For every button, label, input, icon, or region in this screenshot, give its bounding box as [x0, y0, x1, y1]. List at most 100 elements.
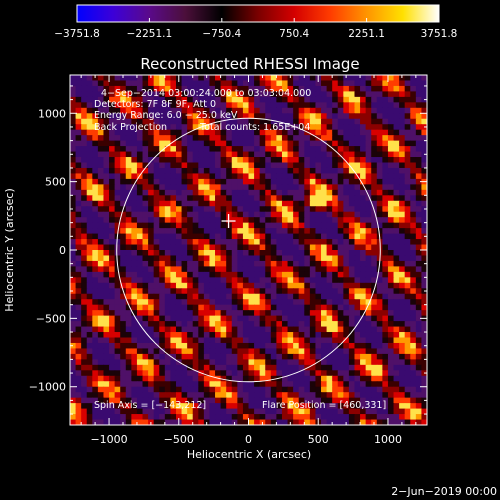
intensity-cell	[142, 146, 149, 153]
intensity-cell	[404, 392, 411, 399]
intensity-cell	[86, 310, 93, 317]
intensity-cell	[120, 375, 127, 382]
intensity-cell	[265, 75, 272, 82]
intensity-cell	[276, 266, 283, 273]
intensity-cell	[348, 118, 356, 125]
intensity-cell	[421, 310, 427, 317]
intensity-cell	[304, 233, 311, 240]
intensity-cell	[415, 184, 423, 191]
intensity-cell	[192, 75, 199, 82]
intensity-cell	[276, 288, 283, 295]
intensity-cell	[376, 184, 383, 191]
intensity-cell	[248, 310, 255, 317]
intensity-cell	[125, 200, 132, 207]
intensity-cell	[354, 277, 361, 284]
intensity-cell	[343, 239, 350, 246]
intensity-cell	[343, 386, 350, 393]
intensity-cell	[97, 113, 105, 120]
intensity-cell	[153, 266, 160, 273]
intensity-cell	[142, 348, 149, 355]
intensity-cell	[70, 146, 77, 153]
intensity-cell	[365, 162, 372, 169]
intensity-cell	[371, 299, 378, 306]
intensity-cell	[125, 364, 132, 371]
intensity-cell	[153, 222, 160, 229]
intensity-cell	[125, 173, 132, 180]
intensity-cell	[175, 255, 183, 262]
intensity-cell	[265, 91, 272, 98]
intensity-cell	[326, 370, 333, 377]
intensity-cell	[270, 75, 277, 82]
intensity-cell	[81, 113, 88, 120]
intensity-cell	[415, 211, 423, 218]
intensity-cell	[164, 408, 172, 415]
intensity-cell	[181, 211, 188, 218]
intensity-cell	[382, 75, 389, 82]
intensity-cell	[103, 277, 110, 284]
intensity-cell	[187, 348, 194, 355]
intensity-cell	[181, 178, 188, 185]
intensity-cell	[131, 239, 138, 246]
intensity-cell	[387, 178, 395, 185]
intensity-cell	[136, 326, 144, 333]
intensity-cell	[226, 359, 233, 366]
intensity-cell	[148, 107, 155, 114]
intensity-cell	[109, 299, 116, 306]
intensity-cell	[81, 381, 88, 388]
intensity-cell	[415, 151, 423, 158]
intensity-cell	[114, 255, 121, 262]
intensity-cell	[142, 359, 149, 366]
intensity-cell	[242, 293, 250, 300]
intensity-cell	[75, 195, 82, 202]
intensity-cell	[281, 359, 289, 366]
intensity-cell	[371, 266, 378, 273]
intensity-cell	[237, 91, 244, 98]
intensity-cell	[226, 217, 233, 224]
intensity-cell	[70, 189, 77, 196]
intensity-cell	[226, 206, 233, 213]
intensity-cell	[365, 129, 372, 136]
intensity-cell	[343, 359, 350, 366]
intensity-cell	[237, 386, 244, 393]
intensity-cell	[421, 386, 427, 393]
intensity-cell	[209, 102, 216, 109]
intensity-cell	[237, 381, 244, 388]
intensity-cell	[81, 282, 88, 289]
intensity-cell	[209, 146, 216, 153]
intensity-cell	[97, 408, 105, 415]
intensity-cell	[259, 403, 266, 410]
intensity-cell	[153, 113, 160, 120]
intensity-cell	[120, 129, 127, 136]
intensity-cell	[321, 244, 328, 251]
intensity-cell	[293, 151, 300, 158]
intensity-cell	[237, 277, 244, 284]
intensity-cell	[410, 80, 417, 87]
intensity-cell	[332, 304, 339, 311]
intensity-cell	[142, 85, 149, 93]
intensity-cell	[109, 118, 116, 125]
intensity-cell	[376, 386, 383, 393]
intensity-cell	[109, 408, 116, 415]
intensity-cell	[164, 381, 172, 388]
intensity-cell	[209, 200, 216, 207]
intensity-cell	[70, 348, 77, 355]
intensity-cell	[81, 80, 88, 87]
intensity-cell	[170, 91, 177, 98]
intensity-cell	[220, 381, 227, 388]
intensity-cell	[175, 304, 183, 311]
intensity-cell	[81, 107, 88, 114]
intensity-cell	[181, 102, 188, 109]
intensity-cell	[81, 414, 88, 421]
intensity-cell	[309, 189, 317, 196]
intensity-cell	[287, 244, 294, 251]
intensity-cell	[103, 178, 110, 185]
intensity-cell	[287, 326, 294, 333]
intensity-cell	[348, 157, 356, 164]
intensity-cell	[410, 222, 417, 229]
intensity-cell	[304, 315, 311, 322]
intensity-cell	[415, 85, 423, 93]
intensity-cell	[203, 299, 211, 306]
intensity-cell	[170, 118, 177, 125]
intensity-cell	[175, 184, 183, 191]
intensity-cell	[237, 222, 244, 229]
